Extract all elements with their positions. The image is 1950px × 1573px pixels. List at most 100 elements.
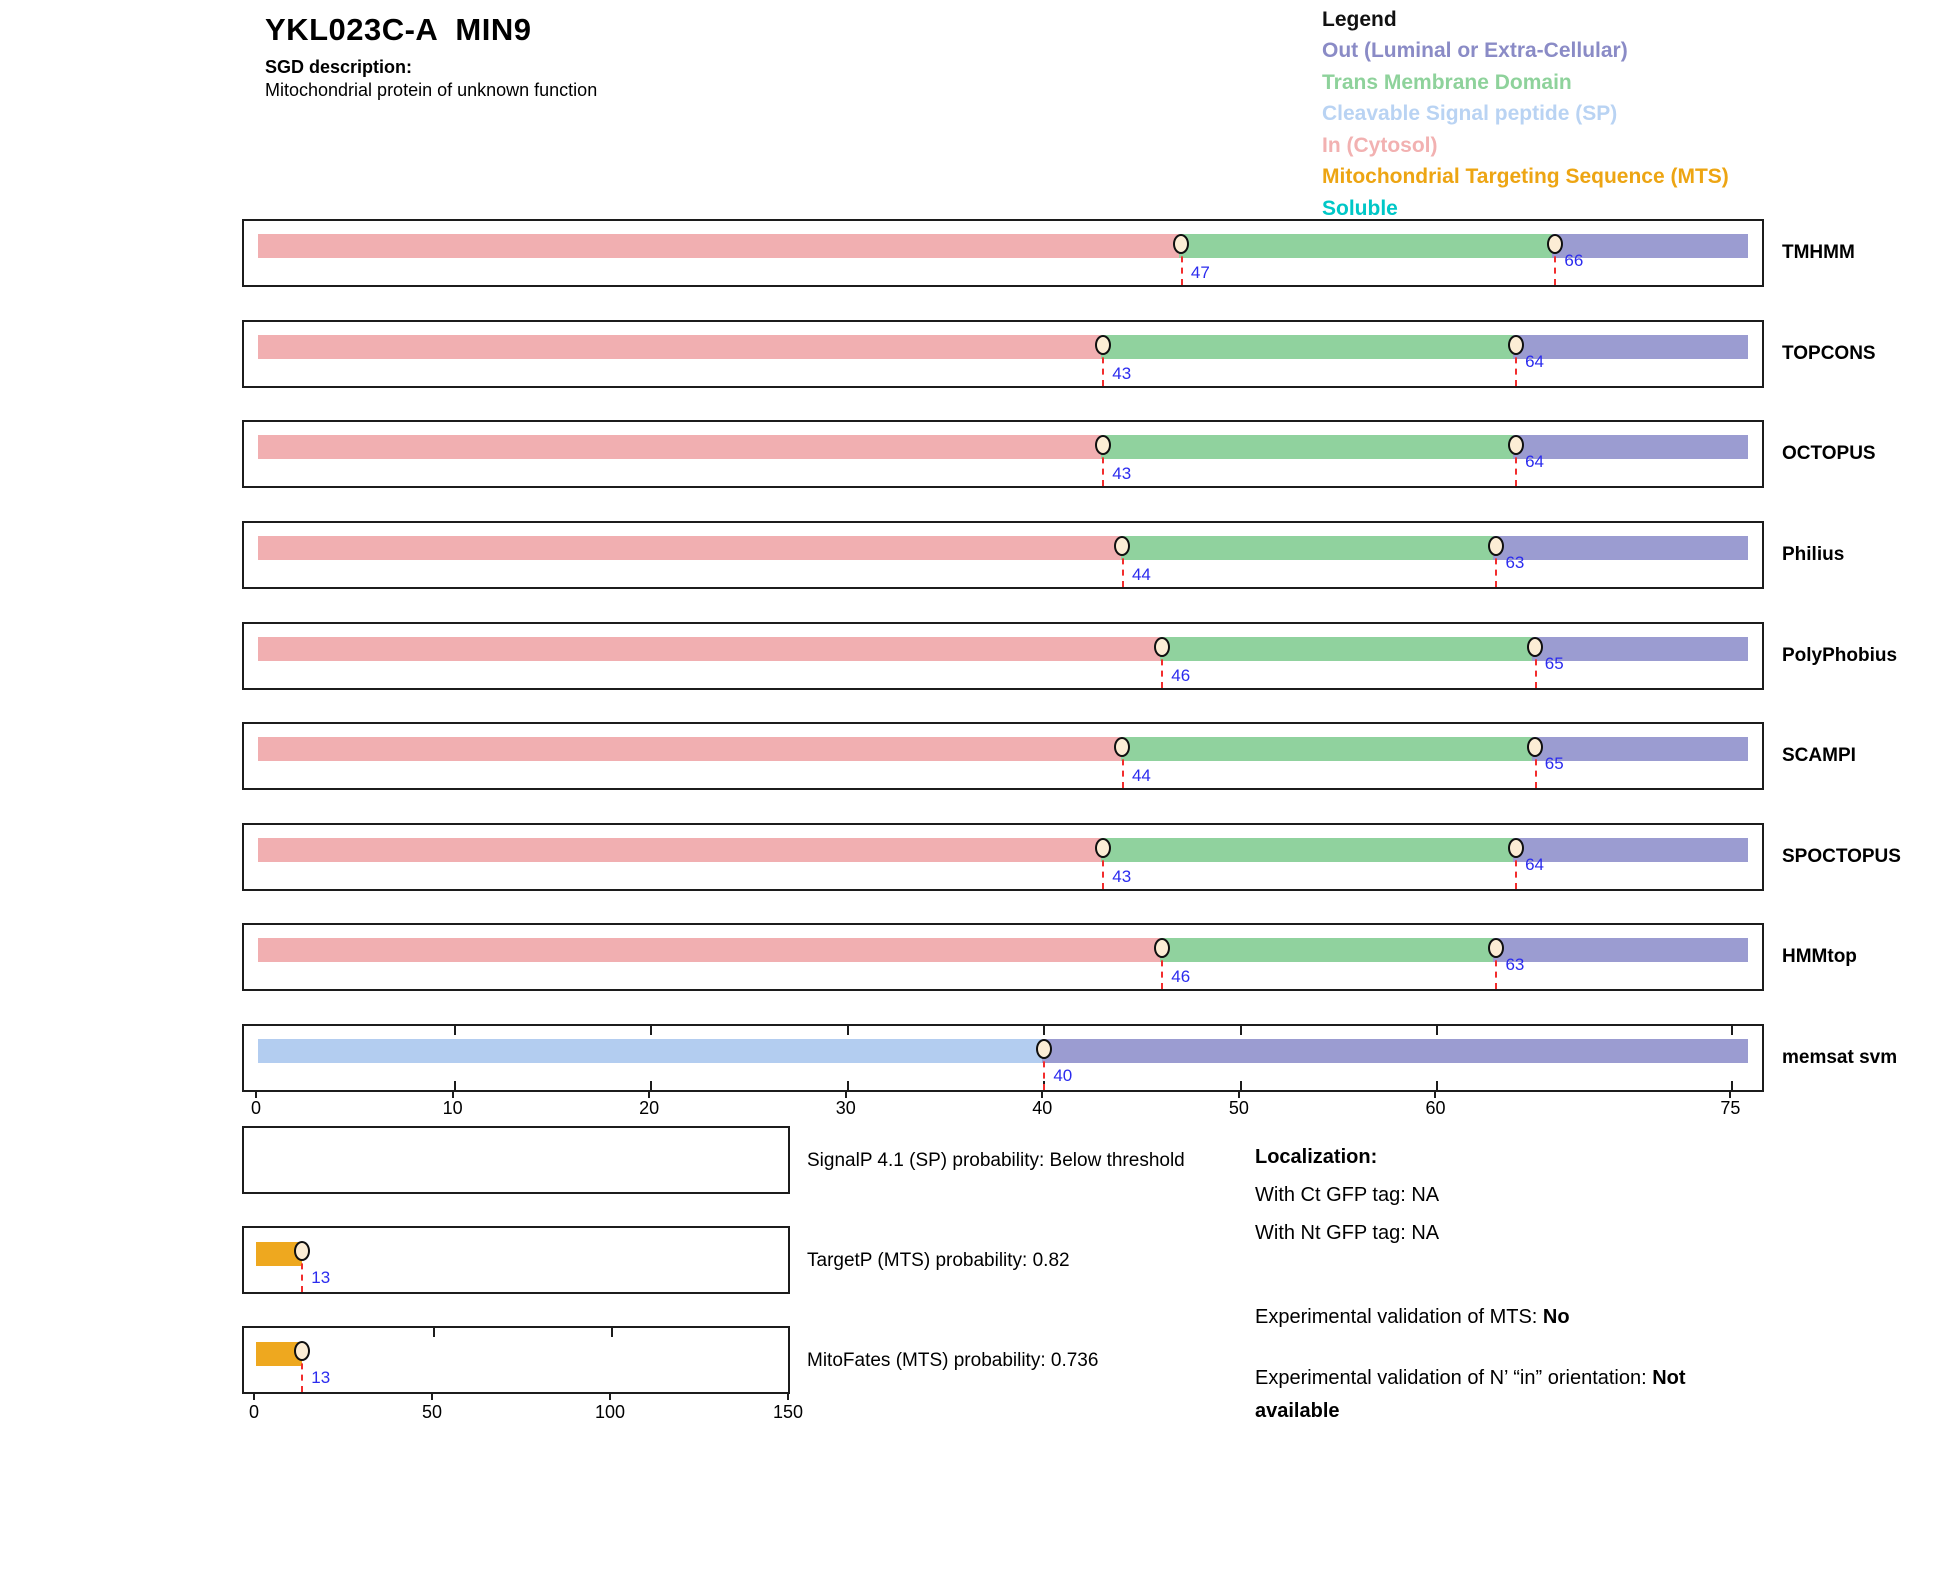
track-label-polyphobius: PolyPhobius [1782,645,1898,666]
boundary-marker [1114,737,1131,757]
axis-tick [787,1394,789,1400]
probability-box-targetp: 13 [242,1226,790,1294]
track-box-topcons: 43 64 [242,320,1764,388]
probability-label-targetp: TargetP (MTS) probability: 0.82 [807,1250,1070,1271]
boundary-marker [1094,335,1111,355]
boundary-position-number: 43 [1112,867,1132,886]
track-segment-out_luminal [1512,435,1748,459]
track-label-tmhmm: TMHMM [1782,242,1855,263]
track-segment-in_cytosol [258,838,1102,862]
axis-tick [1237,1092,1240,1098]
legend-item-out: Out (Luminal or Extra-Cellular) [1322,39,1628,62]
boundary-marker [1487,938,1504,958]
track-box-scampi: 44 65 [242,722,1764,790]
boundary-position-number: 43 [1112,464,1132,483]
track-segment-trans_membrane [1101,838,1513,862]
boundary-line [1121,748,1124,788]
localization-ct-gfp: With Ct GFP tag: NA [1255,1184,1440,1206]
boundary-marker [1153,938,1170,958]
axis-tick-label: 40 [1032,1098,1053,1118]
boundary-position-number: 44 [1131,766,1151,785]
axis-tick-inner-top [846,1026,849,1035]
boundary-position-number: 65 [1544,754,1564,773]
boundary-position-number: 46 [1171,967,1191,986]
track-bar-hmmtop [258,938,1748,962]
track-segment-trans_membrane [1120,737,1533,761]
legend-title: Legend [1322,8,1397,31]
boundary-marker [1507,335,1524,355]
boundary-position-number: 66 [1564,251,1584,270]
axis-tick [609,1394,611,1400]
boundary-marker [1527,737,1544,757]
orientation-validation-value: Not available [1255,1367,1686,1422]
track-segment-trans_membrane [1179,234,1552,258]
legend-item-trans: Trans Membrane Domain [1322,70,1572,94]
legend-item-in: In (Cytosol) [1322,133,1438,157]
boundary-position-number: 47 [1190,263,1210,282]
axis-tick-label: 150 [772,1402,804,1422]
boundary-position-number: 63 [1505,553,1525,572]
track-label-spoctopus: SPOCTOPUS [1782,846,1901,867]
boundary-marker [1507,838,1524,858]
track-label-memsat-svm: memsat svm [1782,1047,1898,1068]
track-segment-out_luminal [1532,737,1748,761]
boundary-line [1161,949,1164,989]
axis-tick-inner-top [1731,1026,1734,1035]
track-segment-in_cytosol [258,536,1121,560]
track-bar-philius [258,536,1748,560]
page-title: YKL023C-A MIN9 [265,12,532,47]
axis-tick-label: 50 [1228,1098,1249,1118]
boundary-position-number: 64 [1525,855,1545,874]
axis-tick-inner-top [611,1328,613,1337]
boundary-line [1495,547,1498,587]
boundary-position-number: 44 [1131,565,1151,584]
track-segment-in_cytosol [258,335,1102,359]
track-segment-out_luminal [1512,335,1748,359]
sgd-description-label: SGD description: [265,57,413,77]
track-label-scampi: SCAMPI [1782,745,1856,766]
boundary-line [1515,849,1518,889]
track-segment-trans_membrane [1101,335,1513,359]
axis-tick-inner-top [1043,1026,1046,1035]
axis-tick [844,1092,847,1098]
axis-tick [1729,1092,1732,1098]
track-bar-scampi [258,737,1748,761]
boundary-marker [1487,536,1504,556]
axis-tick-label: 30 [835,1098,856,1118]
axis-tick [1041,1092,1044,1098]
axis-tick-inner-bottom [846,1081,849,1090]
boundary-line [301,1352,304,1392]
boundary-position-number: 13 [311,1368,331,1387]
localization-heading: Localization: [1255,1146,1378,1168]
track-box-octopus: 43 64 [242,420,1764,488]
track-segment-out_luminal [1493,536,1748,560]
track-segment-in_cytosol [258,234,1180,258]
legend: Legend Out (Luminal or Extra-Cellular) Tr… [1322,4,1729,224]
orientation-validation-line: Experimental validation of N’ “in” orien… [1255,1362,1775,1428]
track-box-polyphobius: 46 65 [242,622,1764,690]
boundary-line [1554,245,1557,285]
mts-validation-line: Experimental validation of MTS: No [1255,1306,1570,1329]
axis-tick-inner-bottom [1436,1081,1439,1090]
track-box-tmhmm: 47 66 [242,219,1764,287]
probability-bar-signalp [256,1142,786,1166]
track-label-topcons: TOPCONS [1782,343,1876,364]
boundary-line [1180,245,1183,285]
boundary-position-number: 40 [1053,1066,1073,1085]
track-segment-trans_membrane [1159,637,1533,661]
probability-label-mitofates: MitoFates (MTS) probability: 0.736 [807,1350,1099,1371]
sgd-description-text: Mitochondrial protein of unknown functio… [265,80,598,100]
track-segment-out_luminal [1042,1039,1748,1063]
track-bar-polyphobius [258,637,1748,661]
boundary-line [1043,1050,1046,1090]
boundary-marker [1035,1039,1052,1059]
axis-tick-label: 100 [594,1402,626,1422]
track-segment-signal_peptide [258,1039,1043,1063]
boundary-line [1121,547,1124,587]
boundary-line [1515,346,1518,386]
boundary-marker [293,1341,310,1361]
boundary-position-number: 46 [1171,666,1191,685]
boundary-line [301,1252,304,1292]
boundary-position-number: 64 [1525,452,1545,471]
